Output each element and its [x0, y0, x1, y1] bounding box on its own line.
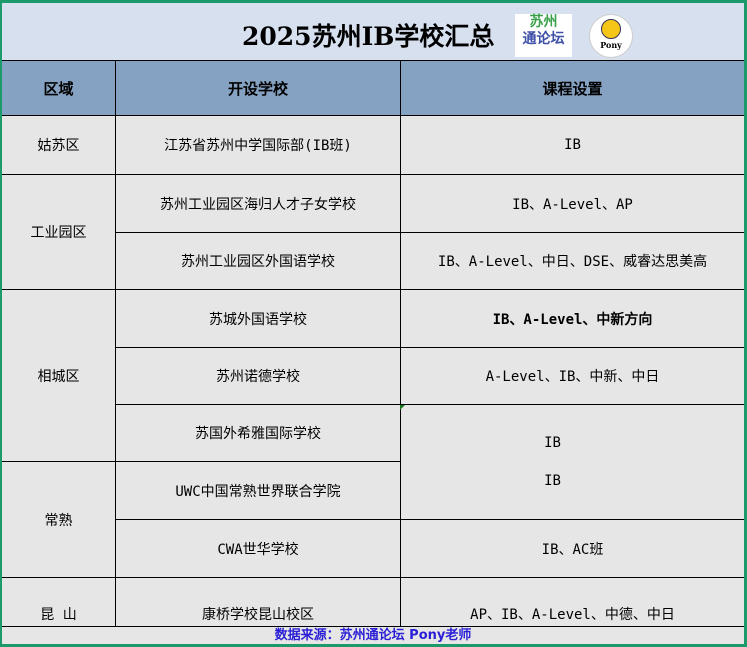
region-cell: 相城区	[2, 290, 116, 462]
region-cell: 常熟	[2, 462, 116, 578]
school-cell: 苏国外希雅国际学校	[116, 405, 401, 462]
school-cell: 苏城外国语学校	[116, 290, 401, 348]
frame-border	[0, 0, 2, 647]
school-cell: UWC中国常熟世界联合学院	[116, 462, 401, 520]
region-cell: 昆 山	[2, 578, 116, 627]
school-cell: 苏州诺德学校	[116, 348, 401, 405]
header-school: 开设学校	[116, 60, 401, 116]
forum-logo: 苏州 通论坛	[515, 14, 572, 57]
page-title: 2025苏州IB学校汇总	[242, 22, 495, 51]
course-cell: A-Level、IB、中新、中日	[401, 348, 745, 405]
region-cell: 工业园区	[2, 175, 116, 290]
frame-border	[744, 0, 747, 647]
region-cell: 姑苏区	[2, 116, 116, 175]
school-cell: CWA世华学校	[116, 520, 401, 578]
school-cell: 江苏省苏州中学国际部(IB班)	[116, 116, 401, 175]
source-footer: 数据来源：苏州通论坛 Pony老师	[274, 628, 472, 643]
course-cell: IB、A-Level、中日、DSE、威睿达思美高	[401, 233, 745, 290]
frame-border	[0, 0, 747, 3]
pony-avatar: Pony	[589, 14, 633, 58]
school-cell: 康桥学校昆山校区	[116, 578, 401, 627]
course-text: IB	[544, 473, 561, 489]
header-region: 区域	[2, 60, 116, 116]
school-cell: 苏州工业园区海归人才子女学校	[116, 175, 401, 233]
frame-border	[0, 644, 747, 647]
comment-indicator-icon[interactable]	[400, 405, 405, 410]
header-courses: 课程设置	[401, 60, 745, 116]
course-cell: IB、A-Level、中新方向	[401, 290, 745, 348]
course-cell: IB、AC班	[401, 520, 745, 578]
school-cell: 苏州工业园区外国语学校	[116, 233, 401, 290]
course-cell: IB、A-Level、AP	[401, 175, 745, 233]
course-text: IB	[544, 435, 561, 451]
course-cell: AP、IB、A-Level、中德、中日	[401, 578, 745, 627]
title-bar: 2025苏州IB学校汇总 苏州 通论坛 Pony	[2, 3, 744, 60]
course-cell-merged: IB IB	[401, 405, 745, 520]
course-cell: IB	[401, 116, 745, 175]
